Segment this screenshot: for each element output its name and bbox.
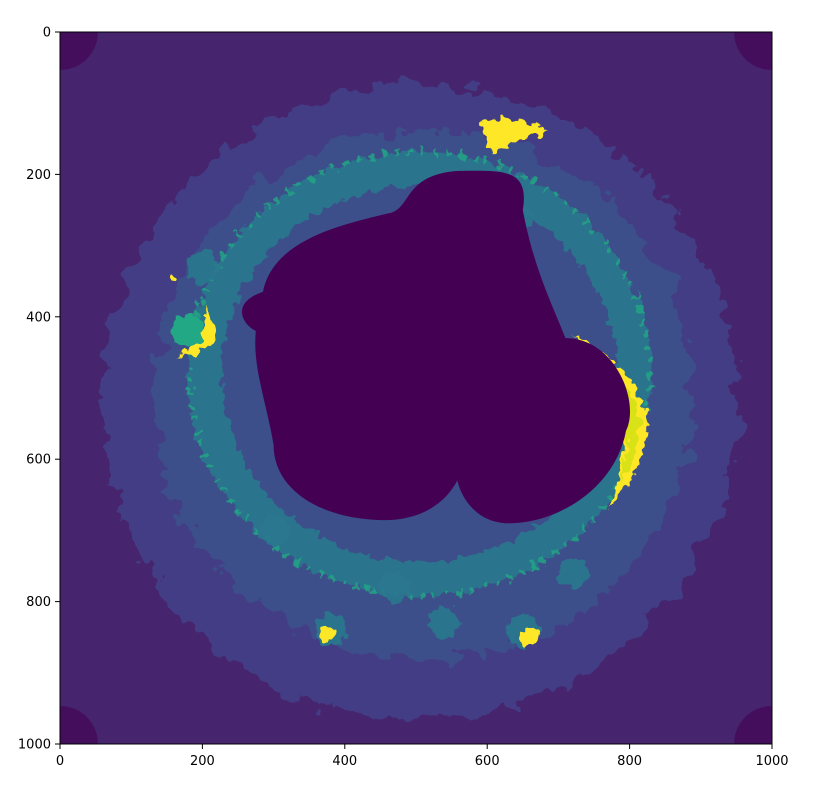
corner-shade (734, 706, 772, 744)
x-tick-label: 800 (617, 754, 642, 769)
hot-crescent-left (177, 306, 214, 356)
filament-tendril (378, 571, 411, 604)
filament-tendril (257, 514, 290, 547)
x-tick-label: 400 (332, 754, 357, 769)
hot-spot-left (170, 274, 177, 281)
x-tick-label: 200 (190, 754, 215, 769)
filament-tendril (556, 557, 589, 590)
hot-spot-bottom-left (320, 626, 334, 641)
x-axis: 0 200 400 600 800 1000 (56, 744, 789, 769)
heatmap-image (60, 32, 772, 744)
y-tick-label: 800 (26, 595, 51, 610)
corner-shade (60, 32, 98, 70)
heatmap-corners (60, 32, 772, 744)
plot-frame (59, 31, 773, 745)
y-tick-label: 0 (43, 26, 51, 41)
filament-ring (187, 151, 652, 596)
central-set (241, 170, 631, 524)
filament-tendril (428, 606, 461, 639)
left-bulb (172, 315, 205, 348)
corner-shade (734, 32, 772, 70)
y-tick-label: 600 (26, 453, 51, 468)
corner-shade (60, 706, 98, 744)
x-tick-label: 0 (56, 754, 64, 769)
y-tick-label: 200 (26, 168, 51, 183)
x-tick-label: 1000 (755, 754, 788, 769)
filament-sparkle (186, 148, 653, 599)
y-axis: 0 200 400 600 800 1000 (18, 26, 60, 753)
y-tick-label: 1000 (18, 738, 51, 753)
filament-tendril (186, 250, 219, 283)
heatmap-ring (186, 148, 653, 647)
y-tick-label: 400 (26, 310, 51, 325)
x-tick-label: 600 (475, 754, 500, 769)
hot-spot-bottom (520, 628, 539, 647)
hot-cap-top (480, 118, 552, 154)
heatmap-interior (241, 170, 631, 524)
